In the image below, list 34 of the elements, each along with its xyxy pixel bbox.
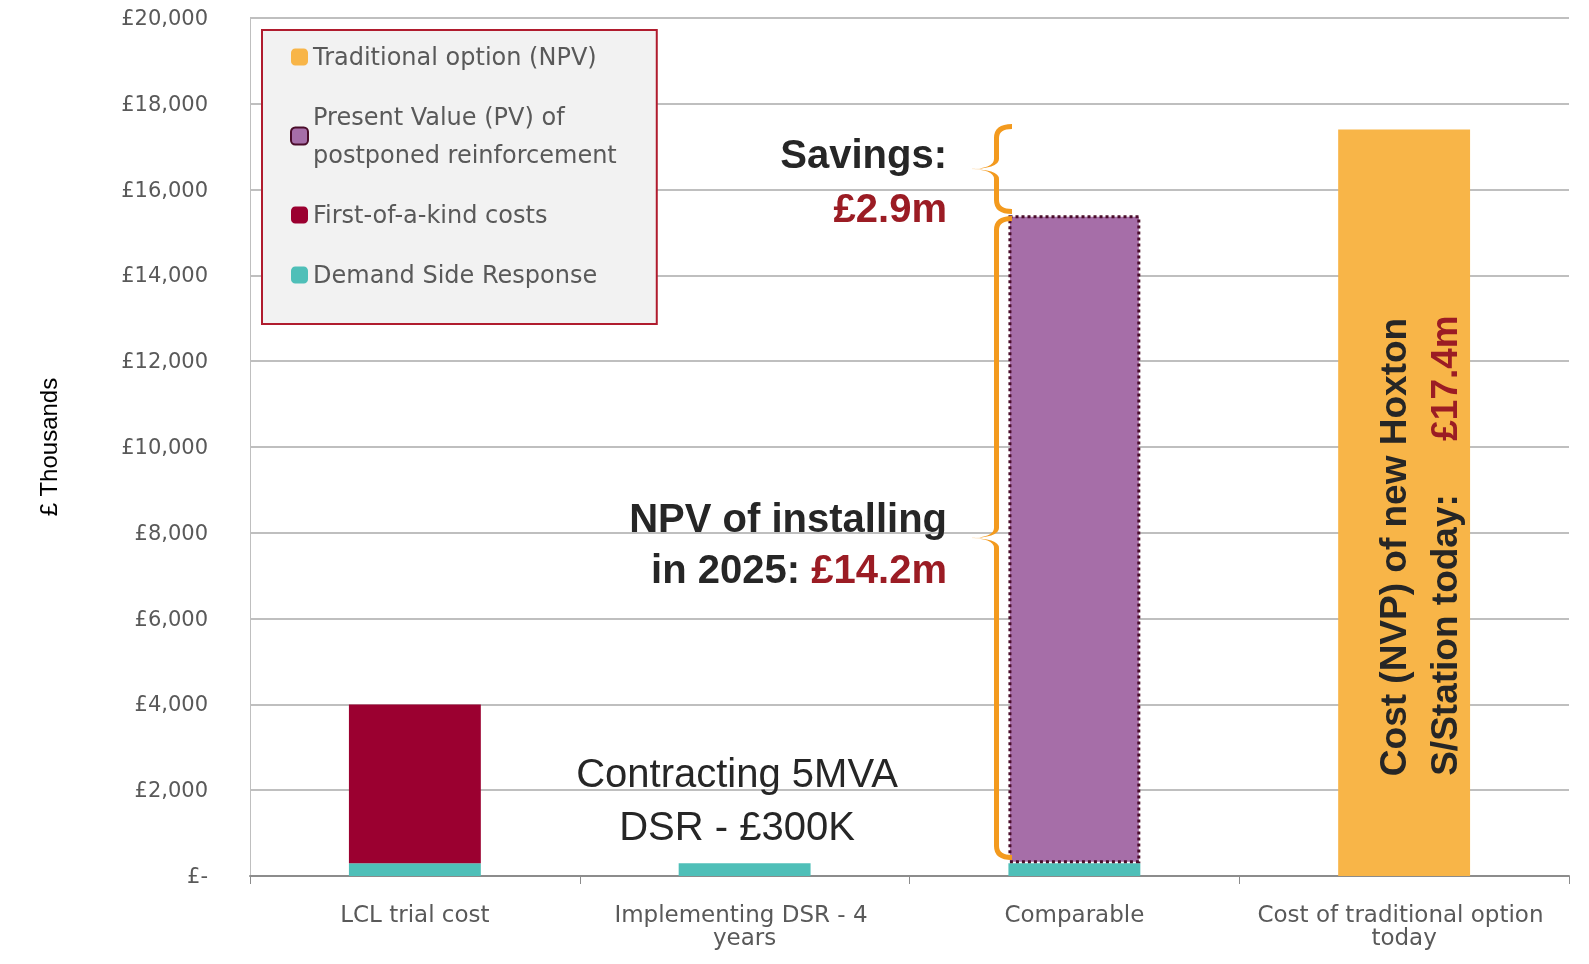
y-tick-label: £8,000 bbox=[134, 520, 208, 545]
y-tick-label: £4,000 bbox=[134, 692, 208, 717]
x-tick-label: LCL trial cost bbox=[340, 900, 490, 927]
x-tick-label: Comparable bbox=[1004, 900, 1145, 927]
bar bbox=[348, 704, 481, 864]
y-tick-label: £- bbox=[187, 864, 208, 888]
y-tick-label: £18,000 bbox=[121, 91, 208, 116]
legend-label: Traditional option (NPV) bbox=[312, 43, 597, 71]
annotation: Contracting 5MVA bbox=[576, 751, 899, 795]
y-tick-label: £14,000 bbox=[121, 263, 208, 288]
annotation: £2.9m bbox=[833, 186, 947, 230]
annotation: S/Station today: bbox=[1423, 494, 1465, 776]
annotation: Savings: bbox=[780, 132, 947, 176]
legend-label: Present Value (PV) of postponed reinforcement bbox=[313, 103, 617, 169]
annotation: Cost (NVP) of new Hoxton bbox=[1372, 317, 1414, 777]
y-tick-label: £10,000 bbox=[121, 435, 208, 459]
y-axis-title: £ Thousands bbox=[34, 377, 62, 517]
annotation: £14.2m bbox=[811, 547, 947, 591]
x-tick-label: Implementing DSR - 4 years bbox=[614, 900, 875, 950]
x-tick-label: Cost of traditional option today bbox=[1257, 900, 1551, 950]
annotation: NPV of installing bbox=[629, 496, 947, 540]
annotation: £17.4m bbox=[1423, 315, 1465, 441]
y-tick-label: £2,000 bbox=[134, 778, 208, 803]
annotation: DSR - £300K bbox=[619, 804, 856, 848]
y-tick-label: £20,000 bbox=[121, 6, 208, 30]
legend-label: First-of-a-kind costs bbox=[313, 201, 548, 229]
bar bbox=[1008, 863, 1141, 876]
bar bbox=[348, 863, 481, 876]
y-tick-label: £12,000 bbox=[121, 349, 208, 374]
y-tick-label: £6,000 bbox=[134, 606, 208, 631]
annotation: in 2025: bbox=[651, 547, 800, 591]
legend-label: Demand Side Response bbox=[313, 261, 598, 289]
y-tick-label: £16,000 bbox=[121, 177, 208, 202]
bar bbox=[678, 863, 811, 876]
